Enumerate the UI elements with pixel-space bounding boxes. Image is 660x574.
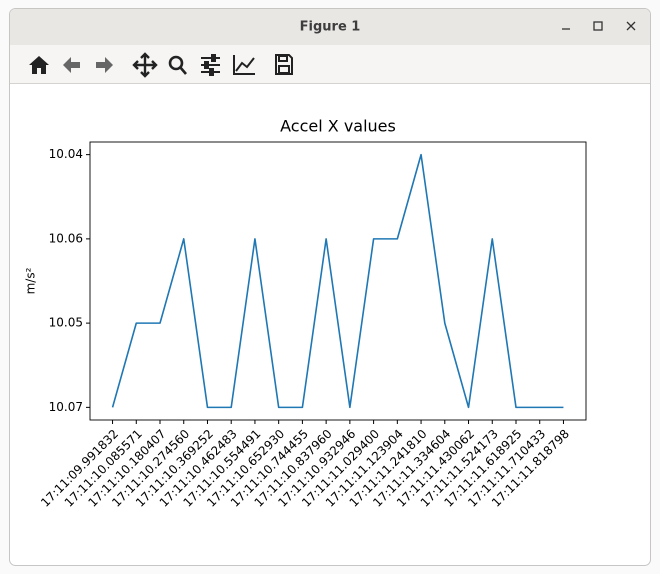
chart-title: Accel X values — [280, 117, 396, 136]
close-button[interactable] — [626, 21, 636, 31]
forward-button[interactable] — [96, 57, 113, 73]
data-line — [111, 153, 564, 409]
window-controls — [562, 21, 636, 31]
y-tick-label: 10.05 — [49, 316, 83, 330]
toolbar — [10, 45, 650, 83]
y-tick-label: 10.04 — [49, 147, 83, 161]
save-button[interactable] — [275, 54, 293, 75]
maximize-button[interactable] — [593, 21, 603, 31]
plot: Accel X values m/s² 10.07 10.05 10.06 10.04… — [24, 117, 587, 510]
window-title: Figure 1 — [300, 20, 361, 35]
y-tick-label: 10.07 — [49, 400, 83, 414]
y-axis-label: m/s² — [24, 267, 38, 294]
edit-axis-button[interactable] — [233, 55, 255, 75]
configure-button[interactable] — [201, 54, 220, 76]
window-frame — [9, 8, 651, 566]
title-bar — [10, 9, 650, 45]
back-button[interactable] — [63, 57, 80, 73]
axes-frame — [89, 141, 587, 421]
toolbar-icons — [29, 52, 293, 78]
pan-button[interactable] — [132, 52, 158, 78]
zoom-button[interactable] — [168, 55, 187, 75]
y-tick-label: 10.06 — [49, 231, 83, 245]
home-button[interactable] — [29, 56, 49, 74]
